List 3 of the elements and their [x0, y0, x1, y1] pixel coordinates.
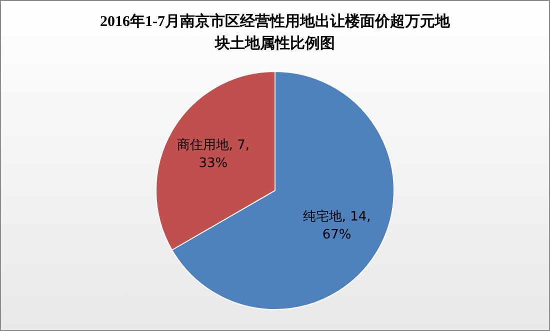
slice-label: 纯宅地, 14, 67% [302, 208, 371, 243]
slice-label: 商住用地, 7, 33% [176, 138, 250, 172]
chart-title: 2016年1-7月南京市区经营性用地出让楼面价超万元地块土地属性比例图 [100, 12, 450, 54]
